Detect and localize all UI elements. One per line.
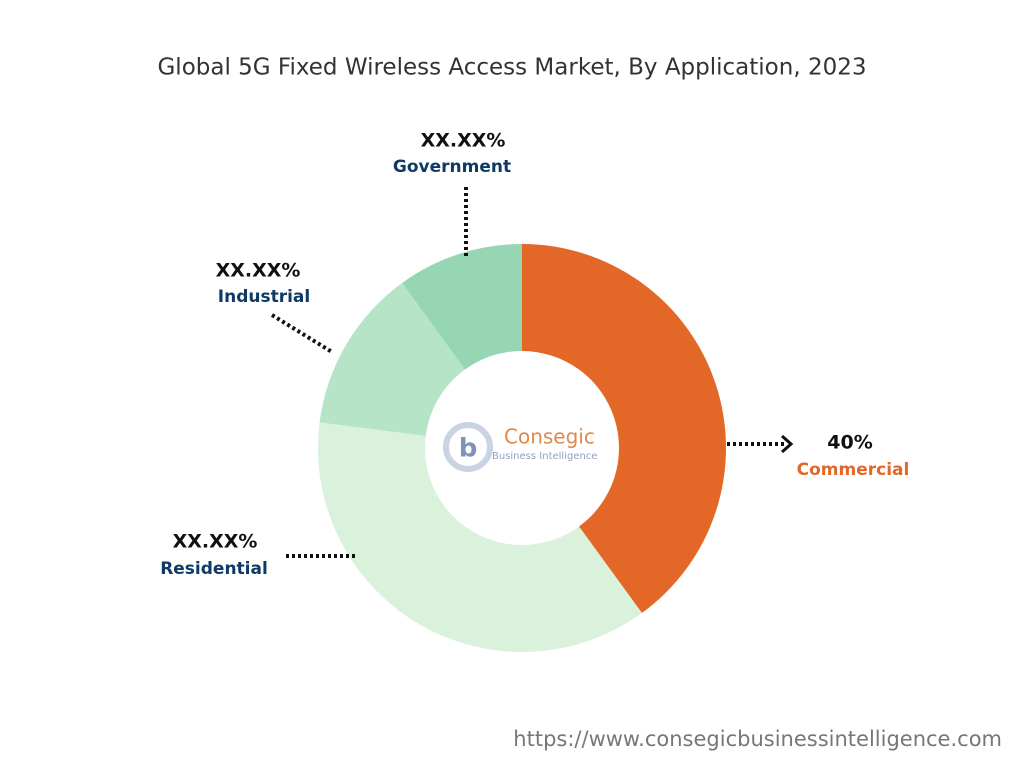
logo: b Consegic Business Intelligence: [443, 422, 597, 472]
value-label: XX.XX%: [216, 260, 301, 282]
category-label: Industrial: [218, 287, 310, 307]
chart-title: Global 5G Fixed Wireless Access Market, …: [157, 55, 866, 81]
category-label: Government: [393, 157, 511, 177]
slice: [318, 422, 642, 653]
donut: [318, 244, 727, 653]
leader-arrow: [781, 434, 794, 454]
slice: [522, 244, 727, 614]
labels: 40% Commercial XX.XX% Residential XX.XX% Indu…: [160, 130, 909, 580]
logo-tagline: Business Intelligence: [492, 451, 597, 462]
leaders: [270, 187, 794, 558]
value-label: 40%: [827, 432, 872, 454]
footer-url: https://www.consegicbusinessintelligence…: [513, 727, 1002, 751]
category-label: Commercial: [797, 460, 910, 480]
logo-name: Consegic: [504, 425, 595, 449]
category-label: Residential: [160, 559, 268, 579]
slice: [319, 282, 465, 436]
slice: [402, 244, 522, 370]
logo-icon-letter: b: [459, 434, 478, 464]
logo-icon: [443, 422, 493, 472]
value-label: XX.XX%: [173, 531, 258, 553]
value-label: XX.XX%: [421, 130, 506, 152]
